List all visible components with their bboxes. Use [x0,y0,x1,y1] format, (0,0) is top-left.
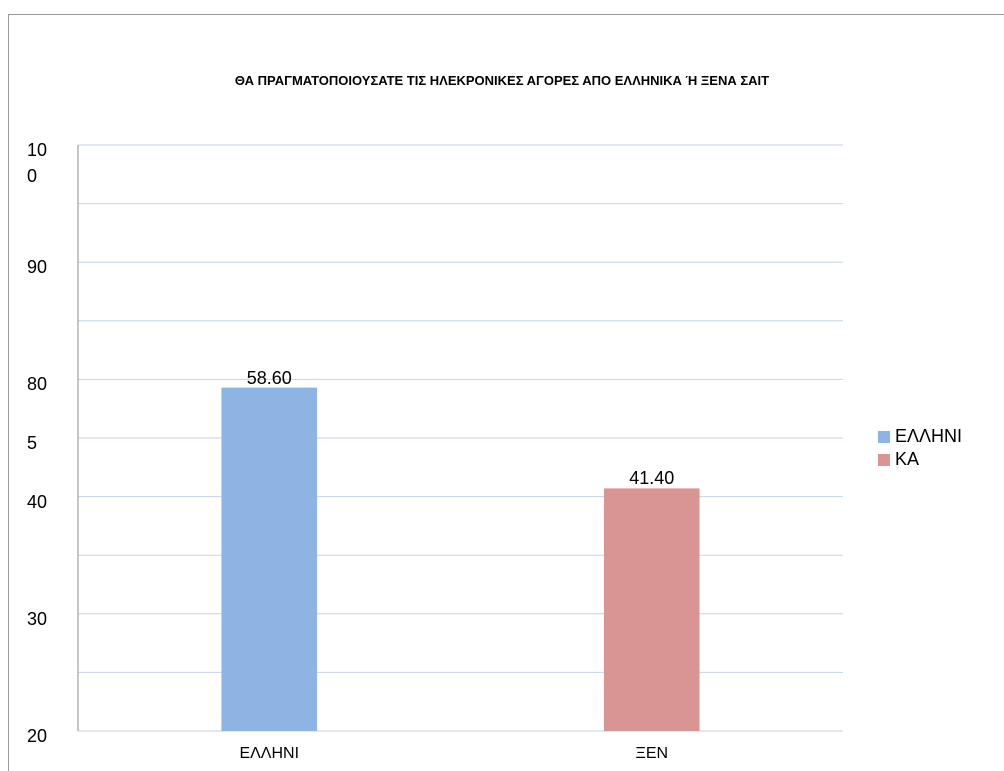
legend-label: ΕΛΛΗΝΙ [895,426,963,446]
chart-title: ΘΑ ΠΡΑΓΜΑΤΟΠΟΙΟΥΣΑΤΕ ΤΙΣ ΗΛΕΚΡΟΝΙΚΕΣ ΑΓΟ… [234,73,770,88]
y-tick-label: 20 [27,726,48,746]
y-tick-label: 40 [27,491,48,512]
bar [603,488,700,731]
data-label: 58.60 [246,367,292,387]
data-label: 41.40 [629,468,675,488]
legend-label: ΚΑ [895,449,920,469]
y-tick-label: 30 [27,608,48,629]
y-tick-label: 90 [27,257,48,278]
x-tick-label: ΞΕΝ [635,745,669,762]
chart-frame [8,14,1004,771]
legend-swatch [878,431,890,443]
x-tick-label: ΕΛΛΗΝΙ [239,745,300,762]
bar [221,387,318,731]
legend-swatch [878,454,890,466]
y-tick-label: 100 [27,140,48,186]
y-tick-label: 5 [27,433,38,453]
y-tick-label: 80 [27,374,48,395]
